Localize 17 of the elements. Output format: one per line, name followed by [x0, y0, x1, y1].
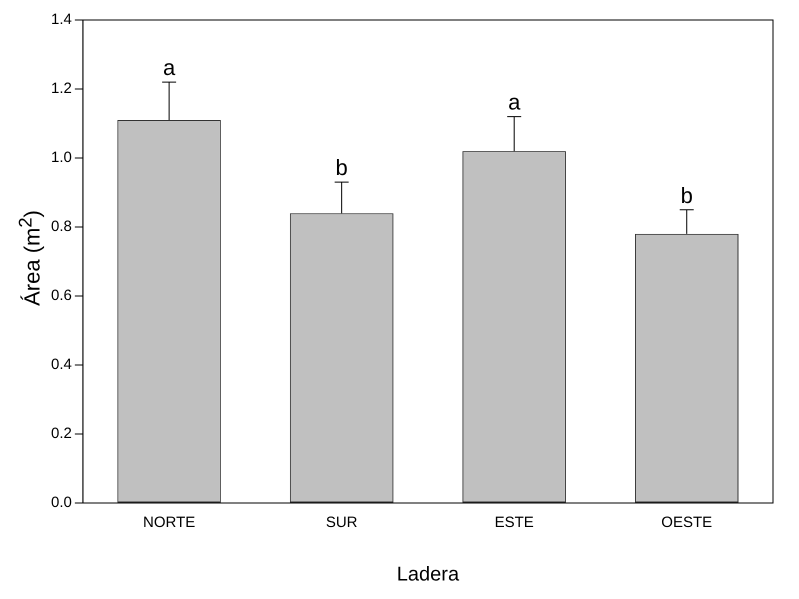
y-tick-label: 1.0	[50, 149, 72, 166]
x-tick-label: NORTE	[143, 514, 196, 532]
x-axis-title: Ladera	[396, 564, 460, 586]
annotation: b	[680, 182, 693, 208]
y-tick-label: 1.4	[50, 11, 72, 28]
y-tick-label: 0.4	[50, 356, 72, 374]
y-tick-label: 0.8	[50, 218, 72, 236]
x-tick-label: OESTE	[661, 514, 712, 532]
annotation: a	[162, 55, 176, 80]
annotation: b	[336, 155, 348, 180]
y-tick-label: 0.0	[50, 494, 72, 512]
x-tick-label: ESTE	[494, 514, 534, 532]
annotation: a	[508, 90, 522, 115]
x-tick-label: SUR	[326, 514, 358, 532]
y-tick-label: 1.2	[50, 80, 72, 98]
y-tick-label: 0.2	[50, 425, 72, 442]
y-tick-label: 0.6	[50, 287, 72, 304]
